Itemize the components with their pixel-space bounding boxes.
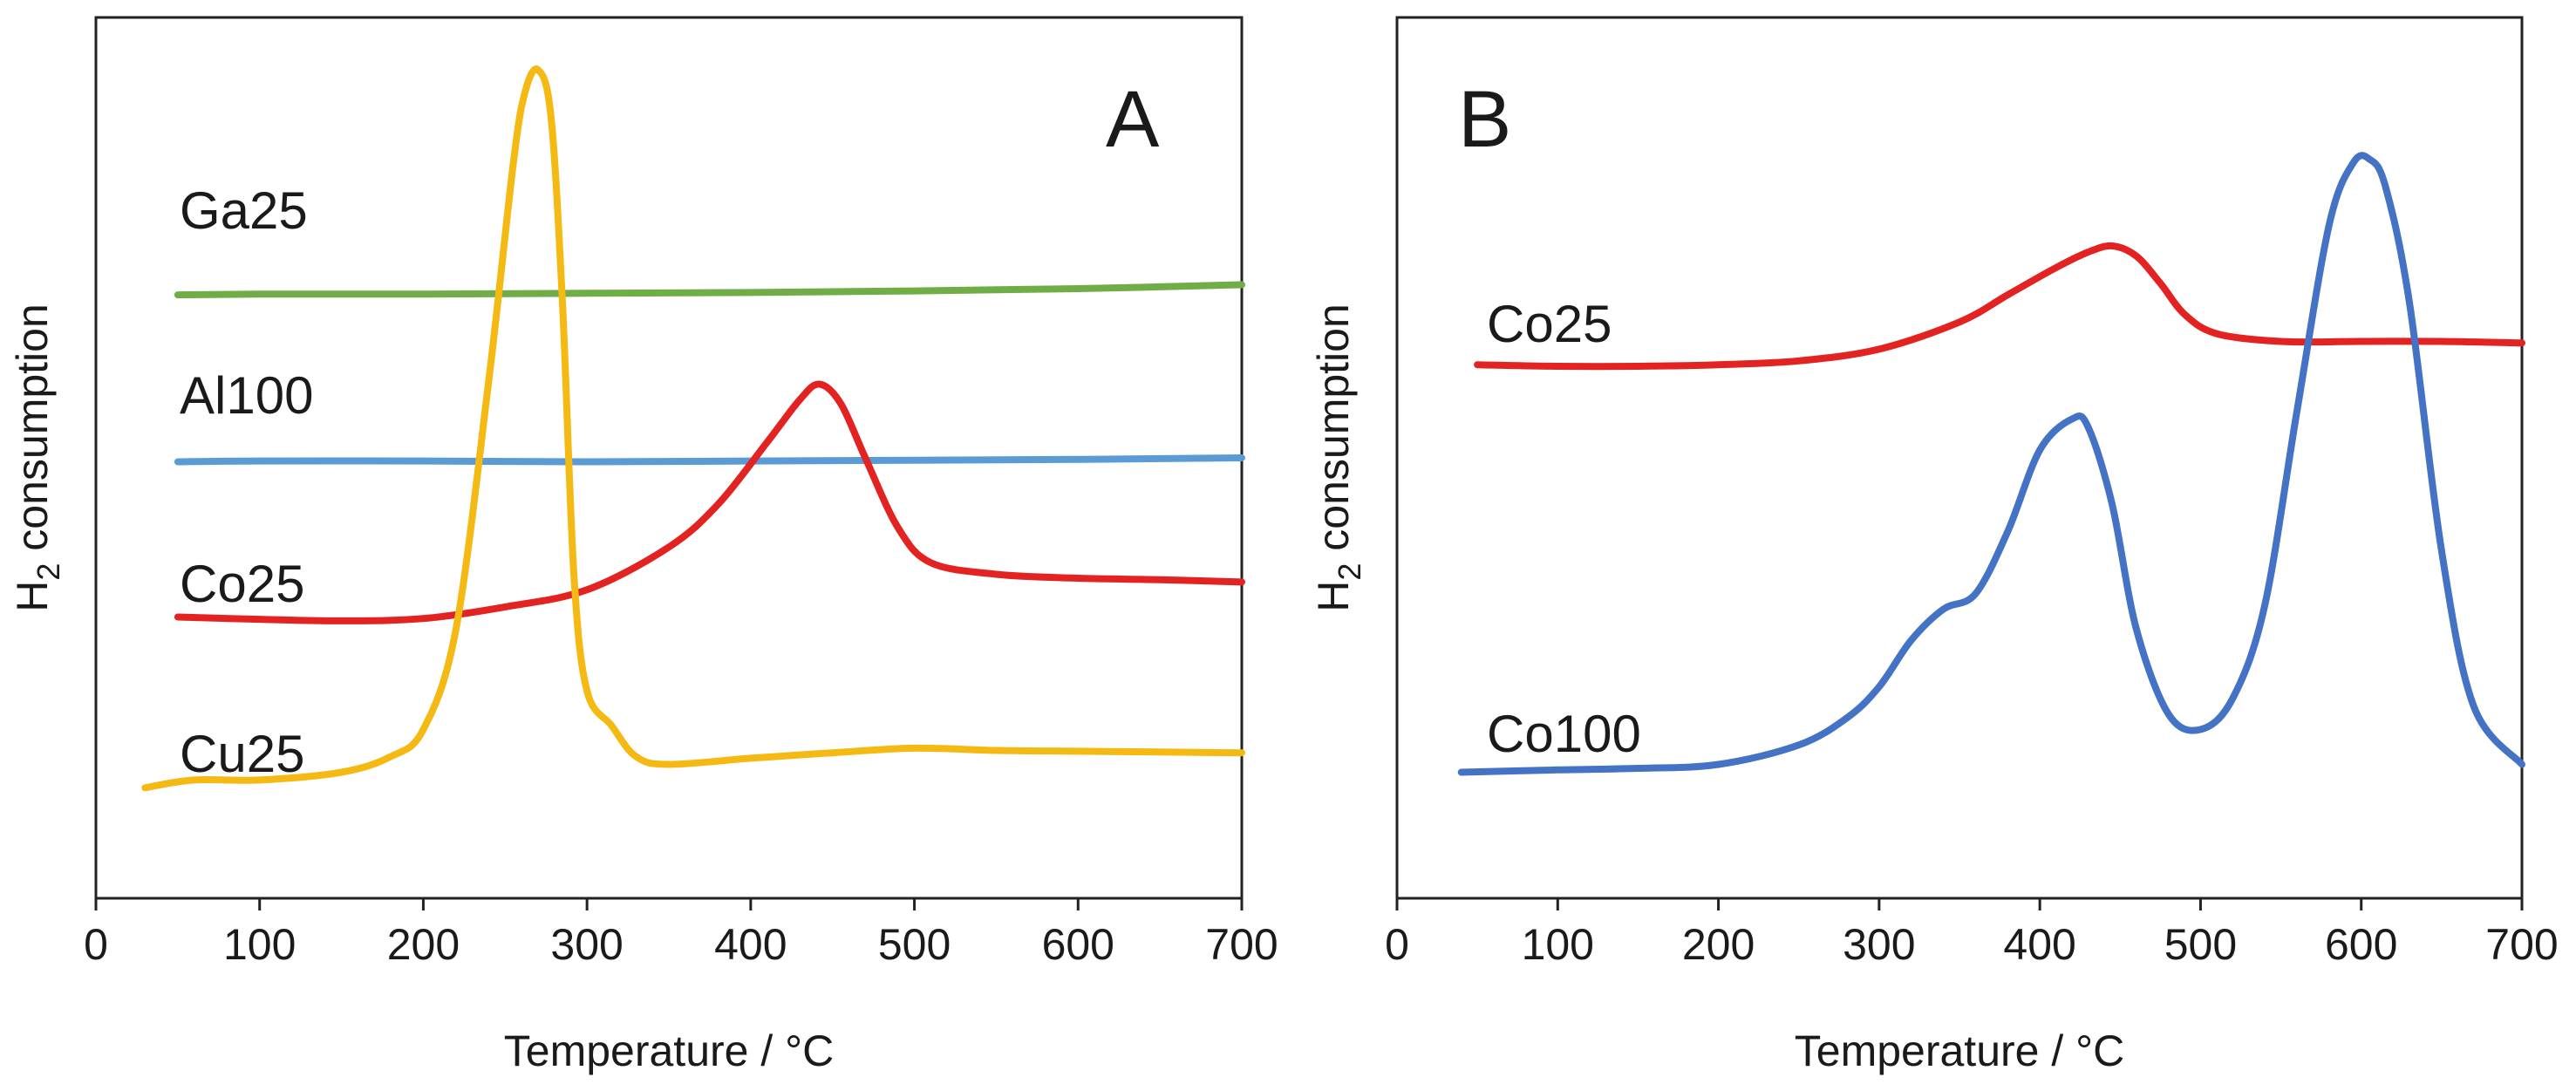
x-tick-label: 300 <box>550 920 623 969</box>
series-label-co25-b: Co25 <box>1487 295 1612 353</box>
x-tick-label: 500 <box>2164 920 2237 969</box>
y-axis-title-rest: consumption <box>1309 303 1358 563</box>
panel-b-curves <box>1457 152 2525 776</box>
x-tick-label: 0 <box>1385 920 1409 969</box>
y-axis-title-h: H <box>1309 581 1358 612</box>
panel-b-x-tick-labels: 0 100 200 300 400 500 600 700 <box>1385 920 2559 969</box>
panel-b-y-axis-title: H2 consumption <box>1309 303 1367 612</box>
panel-b-x-axis-title: Temperature / °C <box>1795 1026 2124 1075</box>
panel-a-y-axis-title: H2 consumption <box>8 303 66 612</box>
x-tick-label: 700 <box>1205 920 1278 969</box>
series-line-al100 <box>174 454 1245 466</box>
y-axis-title-rest: consumption <box>8 303 57 563</box>
series-label-ga25: Ga25 <box>180 181 308 240</box>
x-tick-label: 100 <box>223 920 296 969</box>
series-label-cu25: Cu25 <box>180 725 304 783</box>
y-axis-title-h: H <box>8 581 57 612</box>
series-label-co25: Co25 <box>180 555 304 613</box>
series-label-co100: Co100 <box>1487 705 1641 763</box>
x-tick-label: 500 <box>878 920 951 969</box>
x-tick-label: 200 <box>1682 920 1755 969</box>
x-tick-label: 600 <box>1042 920 1114 969</box>
series-line-cu25 <box>141 65 1245 792</box>
panel-b-label: B <box>1458 75 1511 164</box>
panel-b-plot-area <box>1395 16 2524 900</box>
series-line-co100-b <box>1457 152 2525 776</box>
x-tick-label: 400 <box>2003 920 2075 969</box>
series-label-al100: Al100 <box>180 366 313 425</box>
panel-a-label: A <box>1106 75 1160 164</box>
panel-a-curves <box>141 65 1245 792</box>
panel-a-x-tick-labels: 0 100 200 300 400 500 600 700 <box>84 920 1278 969</box>
x-tick-label: 100 <box>1522 920 1594 969</box>
panel-b: 0 100 200 300 400 500 600 700 Co25 Co100 B Temp… <box>1309 16 2559 1075</box>
y-axis-title-subscript: 2 <box>1332 563 1367 581</box>
x-tick-label: 600 <box>2325 920 2397 969</box>
panel-b-x-ticks <box>1395 898 2524 910</box>
x-tick-label: 700 <box>2485 920 2558 969</box>
panel-a-x-axis-title: Temperature / °C <box>504 1026 834 1075</box>
y-axis-title-subscript: 2 <box>31 563 66 581</box>
x-tick-label: 0 <box>84 920 108 969</box>
x-tick-label: 400 <box>714 920 787 969</box>
panel-a: 0 100 200 300 400 500 600 700 Ga25 Al100 Co25 C… <box>8 16 1278 1075</box>
x-tick-label: 200 <box>387 920 460 969</box>
series-line-co25-b <box>1474 242 2525 371</box>
x-tick-label: 300 <box>1843 920 1915 969</box>
panel-a-x-ticks <box>94 898 1244 910</box>
series-line-co25 <box>174 380 1245 624</box>
series-line-ga25 <box>174 281 1245 299</box>
